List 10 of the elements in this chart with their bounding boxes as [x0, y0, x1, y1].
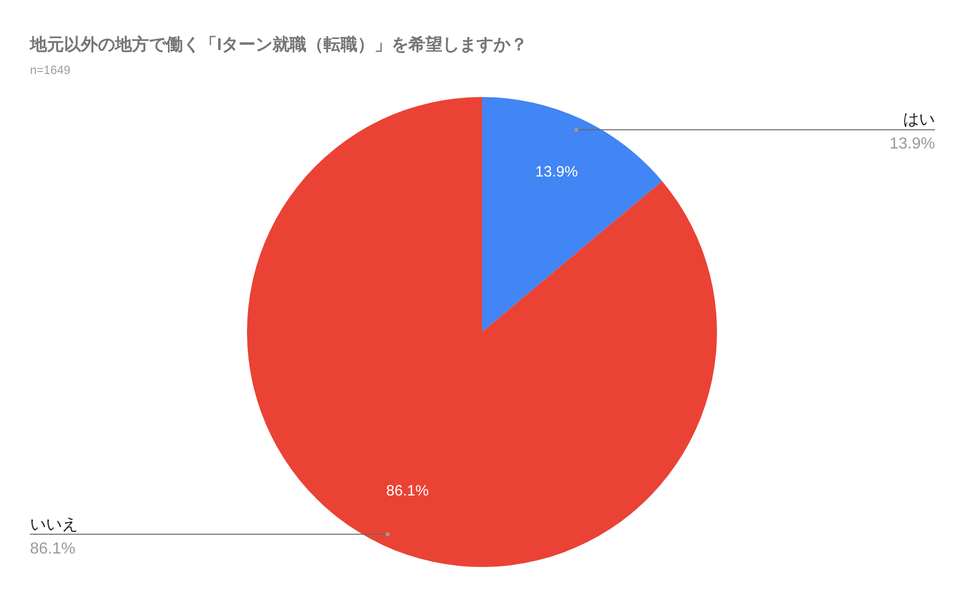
text: 13.9% [890, 136, 935, 153]
pie-slice [247, 97, 717, 567]
slice-label: はい [903, 112, 935, 129]
data-label: 13.9% [535, 163, 578, 180]
data-label: 86.1% [386, 482, 429, 500]
chart-title: 地元以外の地方で働く「Iターン就職（転職）」を希望しますか？ [29, 35, 528, 54]
pie-slice [482, 97, 662, 332]
slice-label: いいえ [30, 516, 78, 534]
text: 86.1% [30, 540, 76, 558]
chart-subtitle: n=1649 [30, 63, 71, 77]
